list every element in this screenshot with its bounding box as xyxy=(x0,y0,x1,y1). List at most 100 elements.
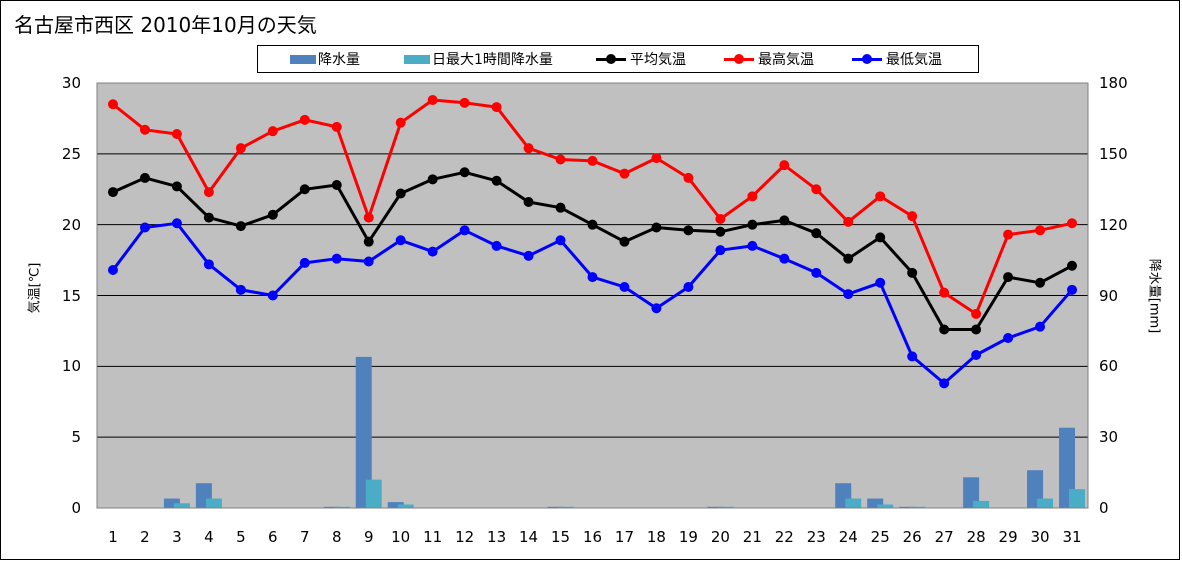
point-mean-temp xyxy=(715,226,726,237)
point-mean-temp xyxy=(555,202,566,213)
legend-item-mean-temp: 平均気温 xyxy=(596,46,686,72)
point-max-temp xyxy=(171,129,182,139)
point-max-temp xyxy=(459,97,470,108)
legend-label-mean-temp: 平均気温 xyxy=(630,52,686,68)
point-min-temp xyxy=(363,256,374,267)
x-tick-label: 11 xyxy=(423,528,443,546)
bar-precipitation xyxy=(323,506,340,508)
x-tick-label: 7 xyxy=(300,528,310,546)
point-min-temp xyxy=(235,284,246,295)
legend-item-max-temp: 最高気温 xyxy=(724,46,814,72)
bar-precipitation xyxy=(899,506,916,508)
point-max-temp xyxy=(427,95,438,105)
x-tick-label: 13 xyxy=(487,528,507,546)
legend-item-max-hourly-precipitation: 日最大1時間降水量 xyxy=(404,46,553,72)
point-mean-temp xyxy=(587,219,598,230)
bar-max-hourly-precipitation xyxy=(877,504,894,508)
y-tick-label-right: 90 xyxy=(1099,286,1119,305)
point-mean-temp xyxy=(811,228,822,239)
bar-precipitation xyxy=(163,498,180,508)
point-mean-temp xyxy=(139,172,150,183)
bar-precipitation xyxy=(355,356,372,508)
point-mean-temp xyxy=(235,221,246,232)
legend-label-min-temp: 最低気温 xyxy=(886,52,942,68)
point-min-temp xyxy=(907,351,918,362)
point-max-temp xyxy=(683,172,694,183)
legend-swatch-min-temp xyxy=(852,54,882,64)
point-max-temp xyxy=(747,191,758,202)
point-max-temp xyxy=(235,143,246,154)
x-tick-label: 17 xyxy=(614,528,634,546)
y-tick-label-right: 0 xyxy=(1099,499,1109,517)
point-max-temp xyxy=(363,212,374,223)
bar-max-hourly-precipitation xyxy=(173,503,190,508)
point-mean-temp xyxy=(747,219,758,230)
point-min-temp xyxy=(523,250,534,261)
point-max-temp xyxy=(267,126,278,137)
point-max-temp xyxy=(107,99,118,110)
y-tick-label-right: 180 xyxy=(1099,74,1128,92)
point-min-temp xyxy=(1035,321,1046,332)
x-tick-label: 12 xyxy=(455,528,475,546)
y-tick-label-right: 120 xyxy=(1099,215,1128,234)
point-min-temp xyxy=(427,246,438,257)
point-mean-temp xyxy=(267,209,278,220)
point-min-temp xyxy=(459,225,470,236)
bar-max-hourly-precipitation xyxy=(973,500,990,508)
point-mean-temp xyxy=(299,184,310,195)
legend-swatch-mean-temp xyxy=(596,54,626,64)
point-min-temp xyxy=(715,245,726,256)
point-mean-temp xyxy=(491,175,502,186)
x-tick-label: 28 xyxy=(966,528,986,546)
point-mean-temp xyxy=(395,188,406,199)
x-tick-label: 24 xyxy=(838,528,858,546)
point-min-temp xyxy=(555,235,566,246)
point-max-temp xyxy=(203,187,214,198)
point-max-temp xyxy=(331,121,342,132)
point-mean-temp xyxy=(939,324,950,335)
legend-label-max-hourly-precipitation: 日最大1時間降水量 xyxy=(432,52,553,68)
point-mean-temp xyxy=(907,267,918,278)
point-mean-temp xyxy=(779,215,790,226)
point-min-temp xyxy=(619,282,630,292)
y-tick-label-left: 15 xyxy=(61,286,81,305)
bar-max-hourly-precipitation xyxy=(845,498,862,508)
point-mean-temp xyxy=(427,174,438,185)
plot-border xyxy=(96,82,1089,509)
x-tick-label: 26 xyxy=(902,528,922,546)
point-min-temp xyxy=(1067,284,1078,295)
bar-precipitation xyxy=(963,477,980,508)
x-tick-label: 10 xyxy=(391,528,411,546)
point-min-temp xyxy=(1003,333,1014,343)
bar-max-hourly-precipitation xyxy=(205,498,222,508)
x-tick-label: 6 xyxy=(268,528,278,546)
point-max-temp xyxy=(651,153,662,164)
point-mean-temp xyxy=(363,236,374,247)
x-tick-label: 21 xyxy=(742,528,762,546)
point-min-temp xyxy=(875,277,886,288)
point-max-temp xyxy=(139,124,150,135)
point-min-temp xyxy=(107,265,118,275)
point-mean-temp xyxy=(171,181,182,192)
x-tick-label: 3 xyxy=(172,528,182,546)
legend-label-max-temp: 最高気温 xyxy=(758,52,814,68)
x-tick-label: 29 xyxy=(998,528,1018,546)
bar-precipitation xyxy=(1059,427,1076,508)
legend-item-min-temp: 最低気温 xyxy=(852,46,942,72)
legend-swatch-precipitation xyxy=(290,54,316,64)
x-tick-label: 20 xyxy=(710,528,730,546)
x-tick-label: 1 xyxy=(108,528,118,546)
point-min-temp xyxy=(395,235,406,246)
x-tick-label: 23 xyxy=(806,528,826,546)
x-tick-label: 27 xyxy=(934,528,954,546)
bar-precipitation xyxy=(867,498,884,508)
point-max-temp xyxy=(779,160,790,171)
point-mean-temp xyxy=(1067,260,1078,271)
x-tick-label: 14 xyxy=(519,528,539,546)
point-max-temp xyxy=(715,214,726,224)
x-tick-label: 9 xyxy=(363,528,374,546)
x-tick-label: 15 xyxy=(550,528,571,546)
point-max-temp xyxy=(299,114,310,125)
x-tick-label: 22 xyxy=(774,528,794,546)
y-tick-label-left: 20 xyxy=(61,215,81,234)
